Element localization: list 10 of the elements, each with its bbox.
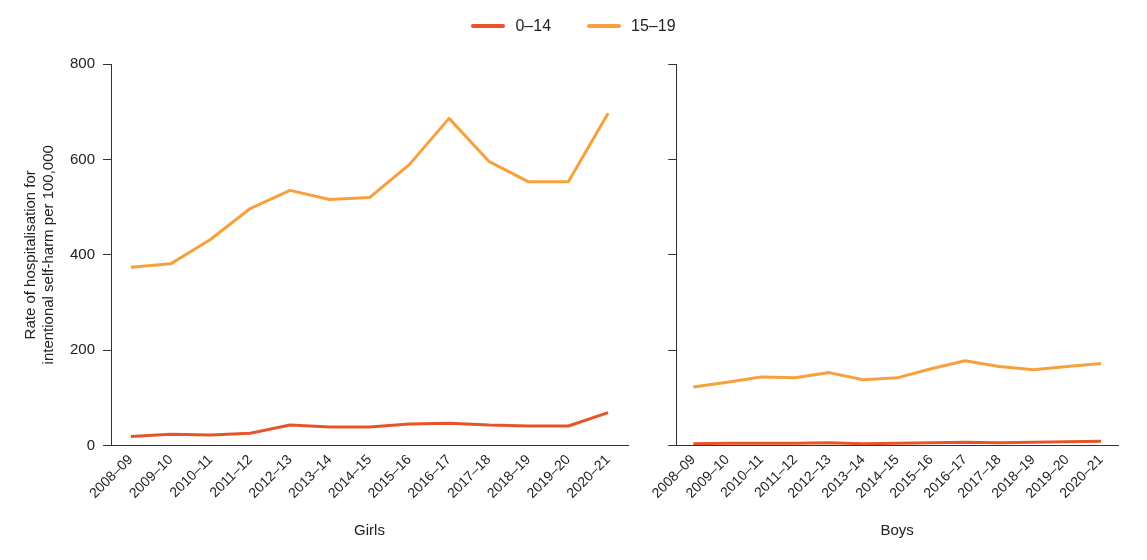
x-axis-title: Boys <box>880 521 914 539</box>
legend-label: 0–14 <box>515 17 552 35</box>
y-tick-label: 400 <box>70 244 96 262</box>
x-axis-title: Girls <box>354 521 385 539</box>
y-tick-label: 200 <box>70 340 96 358</box>
y-tick-label: 0 <box>86 435 96 453</box>
y-tick-label: 800 <box>70 54 96 72</box>
y-axis-title: Rate of hospitalisation for intentional self-harm per 100,000 <box>21 145 57 365</box>
legend-label: 15–19 <box>631 17 676 35</box>
y-tick-label: 600 <box>70 149 96 167</box>
